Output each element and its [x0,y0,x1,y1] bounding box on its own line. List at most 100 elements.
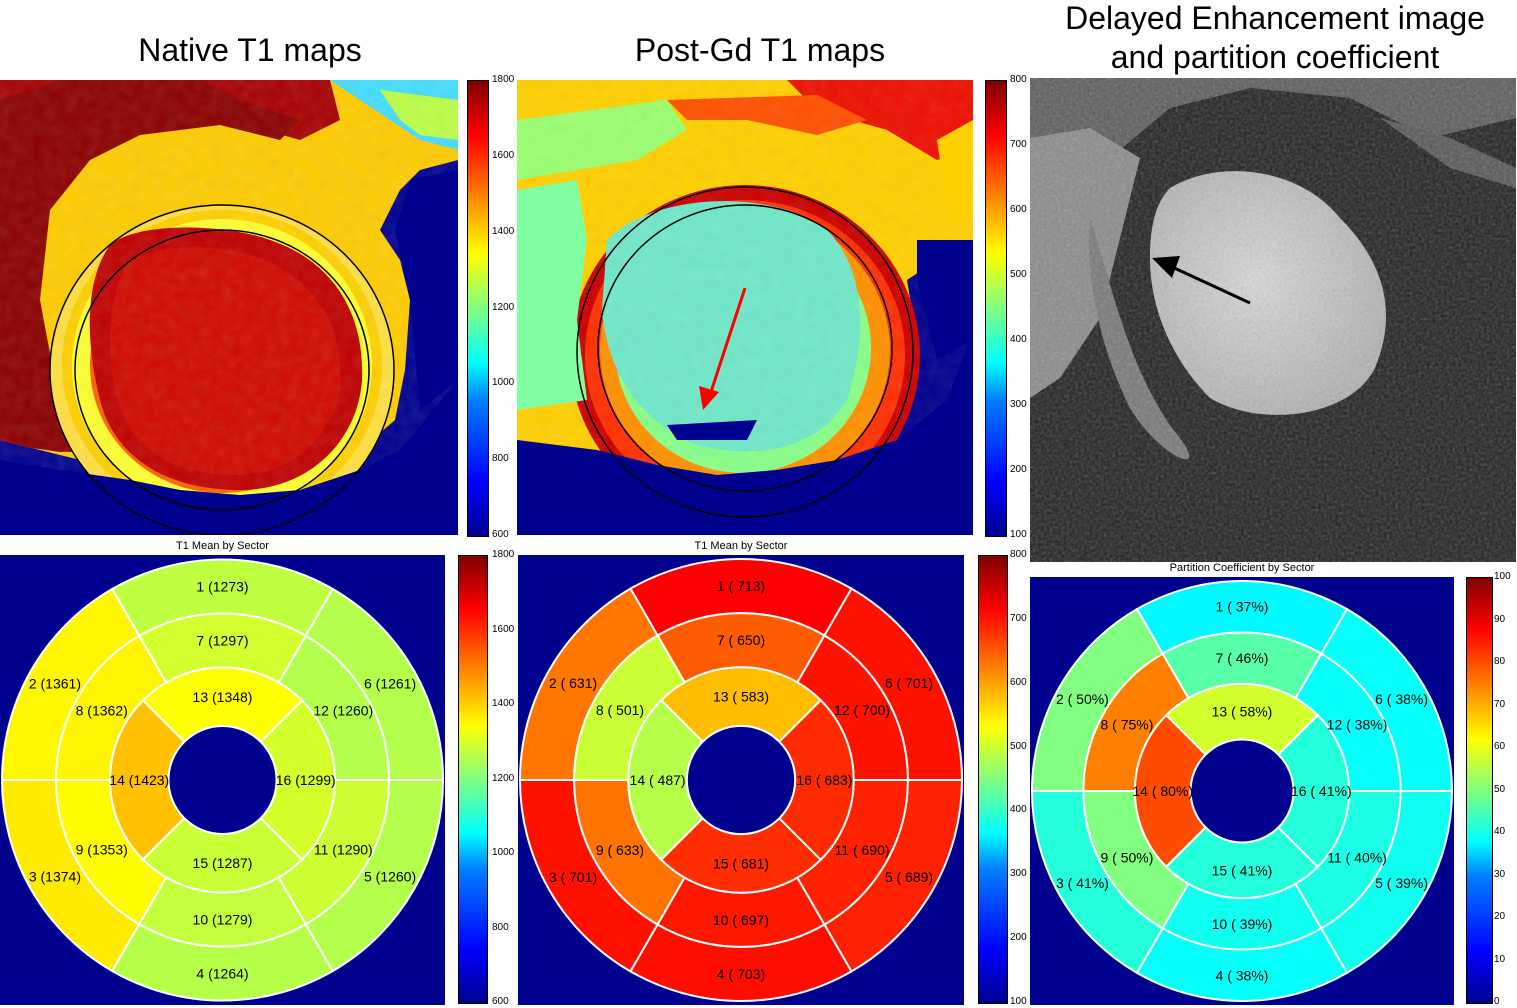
delayed-title-line1: Delayed Enhancement image [1065,0,1485,36]
bullseye-segment-label: 4 (1264) [196,965,248,981]
colorbar-tick-label: 1400 [492,225,515,237]
postgd-bullseye-title: T1 Mean by Sector [694,540,788,552]
bullseye-segment-label: 11 (1290) [314,842,373,858]
bullseye-segment-label: 5 ( 689) [885,869,933,885]
colorbar-tick-label: 20 [1494,911,1506,922]
bullseye-segment-label: 6 ( 701) [885,675,933,691]
postgd-bullseye-panel: 1 ( 713) 2 ( 631) 3 ( 701) 4 ( 703) 5 ( 689)… [518,555,964,1005]
colorbar-tick-label: 100 [1010,996,1027,1007]
colorbar-tick-label: 600 [492,529,509,540]
bullseye-segment-label: 13 (1348) [193,689,253,705]
native-bullseye-title: T1 Mean by Sector [176,540,269,552]
bullseye-segment-label: 7 (1297) [196,633,248,649]
colorbar-tick-label: 1000 [492,377,515,389]
delayed-enhancement-image [1030,78,1516,562]
colorbar-tick-label: 40 [1494,826,1506,837]
bullseye-segment-label: 7 ( 650) [717,632,765,648]
colorbar-tick-label: 600 [1010,676,1027,688]
native-t1-map [0,80,458,535]
bullseye-segment-label: 2 ( 50%) [1056,691,1109,707]
bullseye-segment-label: 10 ( 39%) [1212,916,1273,932]
colorbar-tick-label: 500 [1010,740,1027,752]
bullseye-segment-label: 14 ( 80%) [1132,783,1193,799]
colorbar-tick-label: 400 [1010,804,1027,816]
bullseye-segment-label: 15 ( 681) [713,855,769,871]
bullseye-segment-label: 1 ( 37%) [1216,599,1269,615]
colorbar-tick-label: 50 [1494,783,1506,795]
bullseye-segment-label: 3 ( 41%) [1056,875,1109,891]
native-map-colorbar [467,80,489,537]
colorbar-tick-label: 800 [1010,549,1027,560]
bullseye-segment-label: 15 ( 41%) [1212,862,1273,878]
native-bullseye-panel: 1 (1273) 2 (1361) 3 (1374) 4 (1264) 5 (1260)… [0,555,445,1005]
bullseye-segment-label: 3 (1374) [29,869,81,885]
postgd-map-colorbar [985,80,1007,537]
colorbar-tick-label: 200 [1010,464,1027,475]
native-bullseye-colorbar [458,555,488,1004]
colorbar-tick-label: 1400 [492,698,515,709]
bullseye-segment-label: 16 (1299) [276,772,336,788]
colorbar-tick-label: 100 [1010,529,1027,540]
bullseye-segment-label: 4 ( 703) [717,966,765,982]
colorbar-tick-label: 1000 [492,847,515,858]
bullseye-segment-label: 15 (1287) [193,855,253,871]
bullseye-apex-hole [167,724,278,836]
colorbar-tick-label: 600 [1010,204,1027,215]
colorbar-tick-label: 80 [1494,656,1506,667]
colorbar-tick-label: 400 [1010,334,1027,345]
bullseye-segment-label: 10 (1279) [193,911,253,927]
bullseye-segment-label: 8 ( 75%) [1101,717,1154,733]
bullseye-segment-label: 12 (1260) [313,702,373,718]
colorbar-tick-label: 60 [1494,741,1506,752]
bullseye-segment-label: 3 ( 701) [549,869,597,885]
bullseye-segment-label: 12 ( 38%) [1327,717,1388,733]
colorbar-tick-label: 1600 [492,149,515,161]
bullseye-segment-label: 14 ( 487) [630,772,686,788]
colorbar-tick-label: 700 [1010,139,1027,150]
colorbar-tick-label: 0 [1494,996,1500,1007]
bullseye-segment-label: 6 (1261) [364,675,416,691]
bullseye-segment-label: 5 (1260) [364,869,416,885]
colorbar-tick-label: 700 [1010,612,1027,624]
bullseye-segment-label: 4 ( 38%) [1216,967,1269,983]
postgd-t1-map [517,80,973,535]
bullseye-segment-label: 11 ( 40%) [1327,849,1387,865]
bullseye-segment-label: 10 ( 697) [713,912,769,928]
bullseye-segment-label: 9 ( 633) [596,842,644,858]
colorbar-tick-label: 70 [1494,698,1506,710]
colorbar-tick-label: 500 [1010,269,1027,280]
delayed-title-line2: and partition coefficient [1110,39,1440,75]
pc-bullseye-colorbar [1466,577,1493,1004]
colorbar-tick-label: 800 [492,453,509,465]
bullseye-segment-label: 1 (1273) [196,579,248,595]
colorbar-tick-label: 30 [1494,868,1506,880]
colorbar-tick-label: 800 [492,921,509,933]
colorbar-tick-label: 10 [1494,953,1506,965]
bullseye-segment-label: 9 ( 50%) [1101,849,1154,865]
bullseye-apex-hole [1189,738,1295,844]
colorbar-tick-label: 90 [1494,613,1506,625]
colorbar-tick-label: 300 [1010,399,1027,410]
pc-bullseye-panel: 1 ( 37%) 2 ( 50%) 3 ( 41%) 4 ( 38%) 5 ( 39%)… [1030,577,1454,1005]
bullseye-segment-label: 13 ( 583) [713,689,769,705]
colorbar-tick-label: 1200 [492,772,515,784]
pc-bullseye-title: Partition Coefficient by Sector [1169,562,1315,574]
native-title: Native T1 maps [138,32,362,68]
colorbar-tick-label: 1800 [492,74,515,85]
colorbar-tick-label: 1800 [492,549,515,560]
colorbar-tick-label: 1600 [492,623,515,635]
bullseye-segment-label: 1 ( 713) [717,578,765,594]
colorbar-tick-label: 1200 [492,301,515,313]
bullseye-segment-label: 12 ( 700) [834,702,890,718]
colorbar-tick-label: 200 [1010,932,1027,944]
bullseye-segment-label: 9 (1353) [76,842,128,858]
colorbar-tick-label: 800 [1010,74,1027,85]
bullseye-segment-label: 16 ( 41%) [1291,783,1352,799]
bullseye-segment-label: 14 (1423) [109,772,169,788]
bullseye-segment-label: 13 ( 58%) [1212,704,1273,720]
bullseye-segment-label: 2 ( 631) [549,675,597,691]
bullseye-segment-label: 6 ( 38%) [1375,691,1428,707]
bullseye-segment-label: 8 (1362) [76,702,128,718]
bullseye-apex-hole [685,724,797,836]
colorbar-tick-label: 300 [1010,868,1027,880]
